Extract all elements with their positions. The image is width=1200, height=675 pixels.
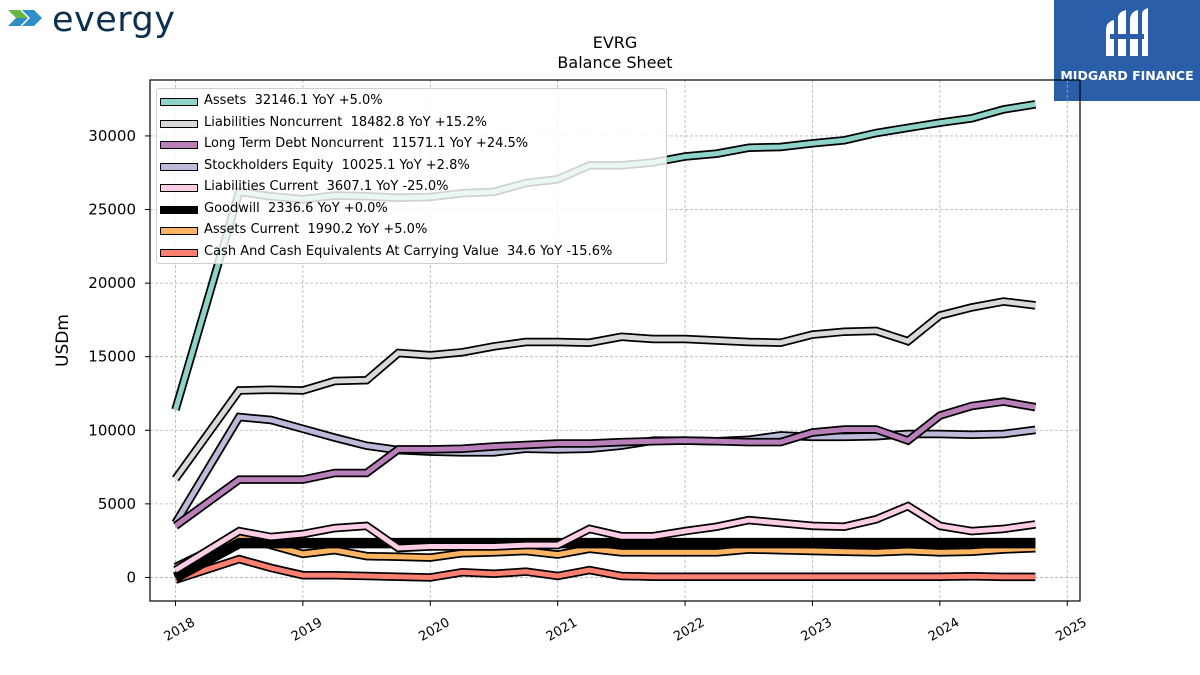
chart-title: EVRG — [592, 33, 638, 52]
evergy-logo: evergy — [6, 0, 186, 44]
y-tick-label: 15000 — [88, 348, 136, 366]
y-tick-label: 30000 — [88, 127, 136, 145]
plot-frame — [149, 79, 1081, 602]
legend-swatch — [160, 205, 198, 214]
x-tick-label: 2019 — [289, 615, 325, 645]
legend-swatch — [160, 141, 198, 149]
legend-item: Stockholders Equity 10025.1 YoY +2.8% — [157, 157, 666, 179]
series-line-cash-and-cash-equivalents-at-carrying-value — [174, 556, 1036, 583]
legend-swatch — [160, 162, 198, 171]
y-tick-label: 0 — [126, 568, 136, 586]
y-tick-label: 10000 — [88, 421, 136, 439]
legend-label: Liabilities Noncurrent 18482.8 YoY +15.2… — [204, 114, 487, 130]
x-tick-label: 2021 — [544, 615, 580, 645]
chart-legend: Assets 32146.1 YoY +5.0% Liabilities Nonc… — [156, 88, 667, 264]
x-tick-label: 2018 — [162, 615, 198, 645]
legend-item: Assets Current 1990.2 YoY +5.0% — [157, 221, 666, 243]
series-line-long-term-debt-noncurrent — [174, 399, 1036, 528]
midgard-emblem-icon — [1106, 8, 1148, 56]
legend-swatch — [160, 248, 198, 257]
legend-item: Goodwill 2336.6 YoY +0.0% — [157, 200, 666, 222]
midgard-finance-logo: MIDGARD FINANCE — [1054, 0, 1200, 101]
chart-subtitle: Balance Sheet — [557, 53, 673, 72]
legend-swatch — [160, 119, 198, 128]
legend-label: Goodwill 2336.6 YoY +0.0% — [204, 200, 388, 216]
legend-label: Liabilities Current 3607.1 YoY -25.0% — [204, 179, 449, 194]
legend-swatch — [160, 184, 198, 192]
legend-swatch — [160, 227, 198, 235]
legend-item: Liabilities Noncurrent 18482.8 YoY +15.2… — [157, 114, 666, 136]
series-line-goodwill — [173, 539, 1036, 581]
x-tick-label: 2022 — [671, 615, 707, 645]
legend-label: Assets Current 1990.2 YoY +5.0% — [204, 222, 428, 237]
series-line-liabilities-noncurrent — [173, 298, 1036, 481]
x-tick-label: 2020 — [416, 615, 452, 645]
legend-item: Assets 32146.1 YoY +5.0% — [157, 92, 666, 114]
y-axis-label: USDm — [53, 314, 73, 367]
series-line-assets-current — [174, 533, 1036, 570]
legend-item: Liabilities Current 3607.1 YoY -25.0% — [157, 178, 666, 200]
evergy-chevron-icon — [8, 10, 42, 26]
series-line-liabilities-current — [174, 503, 1036, 573]
x-tick-label: 2024 — [926, 615, 962, 645]
y-tick-label: 20000 — [88, 274, 136, 292]
x-tick-label: 2025 — [1053, 615, 1089, 645]
evergy-logo-text: evergy — [52, 0, 176, 40]
legend-item: Cash And Cash Equivalents At Carrying Va… — [157, 243, 666, 265]
legend-label: Stockholders Equity 10025.1 YoY +2.8% — [204, 157, 470, 173]
legend-label: Long Term Debt Noncurrent 11571.1 YoY +2… — [204, 136, 529, 151]
midgard-logo-text: MIDGARD FINANCE — [1060, 68, 1194, 83]
legend-swatch — [160, 98, 198, 106]
y-tick-label: 25000 — [88, 201, 136, 219]
y-tick-label: 5000 — [98, 495, 136, 513]
legend-item: Long Term Debt Noncurrent 11571.1 YoY +2… — [157, 135, 666, 157]
legend-label: Cash And Cash Equivalents At Carrying Va… — [204, 243, 613, 259]
x-tick-label: 2023 — [799, 615, 835, 645]
legend-label: Assets 32146.1 YoY +5.0% — [204, 93, 383, 108]
